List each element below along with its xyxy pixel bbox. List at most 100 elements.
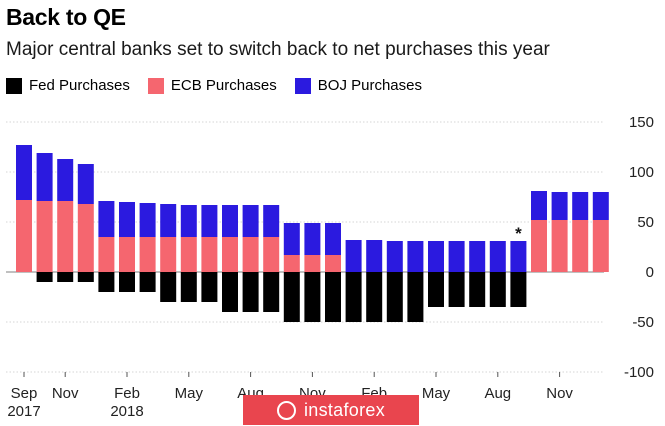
y-tick-label: 50 xyxy=(637,214,654,231)
bar-fed-purchases xyxy=(366,272,383,322)
bar-boj-purchases xyxy=(98,201,115,237)
bar-fed-purchases xyxy=(139,272,156,292)
x-tick-label: May xyxy=(175,385,204,402)
bar-ecb-purchases xyxy=(325,255,341,272)
bar-fed-purchases xyxy=(489,272,506,307)
x-tick-label: Aug xyxy=(484,385,511,402)
bar-boj-purchases xyxy=(551,192,568,220)
legend-swatch-boj xyxy=(294,77,311,94)
bar-ecb-purchases xyxy=(36,201,53,272)
bar-boj-purchases xyxy=(263,205,280,237)
x-tick-sublabel: 2018 xyxy=(110,403,143,420)
bar-fed-purchases xyxy=(180,272,197,302)
x-tick-label: Sep xyxy=(11,385,38,402)
legend-item-boj: BOJ Purchases xyxy=(294,77,422,94)
bar-boj-purchases xyxy=(428,241,444,272)
bar-fed-purchases xyxy=(428,272,444,307)
bar-fed-purchases xyxy=(160,272,177,302)
bar-boj-purchases xyxy=(325,223,341,255)
bar-ecb-purchases xyxy=(16,200,32,272)
bar-ecb-purchases xyxy=(201,237,218,272)
watermark-text: instaforex xyxy=(303,399,386,420)
y-tick-label: 150 xyxy=(629,114,654,131)
bar-ecb-purchases xyxy=(551,220,568,272)
bar-ecb-purchases xyxy=(263,237,280,272)
legend-item-ecb: ECB Purchases xyxy=(147,77,277,94)
bar-ecb-purchases xyxy=(531,220,547,272)
y-tick-label: -50 xyxy=(632,314,654,331)
bar-boj-purchases xyxy=(57,159,74,201)
bar-boj-purchases xyxy=(77,164,94,204)
legend-swatch-ecb xyxy=(147,77,164,94)
legend-swatch-fed xyxy=(6,77,22,94)
bar-boj-purchases xyxy=(448,241,465,272)
bar-fed-purchases xyxy=(242,272,259,312)
bar-fed-purchases xyxy=(263,272,280,312)
bar-boj-purchases xyxy=(304,223,321,255)
bar-ecb-purchases xyxy=(57,201,74,272)
chart-legend: Fed Purchases ECB Purchases BOJ Purchase… xyxy=(6,77,440,94)
bar-boj-purchases xyxy=(16,145,32,200)
bar-boj-purchases xyxy=(572,192,589,220)
bar-fed-purchases xyxy=(36,272,53,282)
bar-fed-purchases xyxy=(407,272,424,322)
bar-boj-purchases xyxy=(222,205,238,237)
bar-boj-purchases xyxy=(160,204,177,237)
bar-fed-purchases xyxy=(469,272,486,307)
bar-fed-purchases xyxy=(57,272,74,282)
x-tick-label: Nov xyxy=(546,385,573,402)
y-tick-label: 0 xyxy=(646,264,654,281)
bar-boj-purchases xyxy=(242,205,259,237)
x-tick-label: Feb xyxy=(114,385,140,402)
bar-boj-purchases xyxy=(407,241,424,272)
bar-boj-purchases xyxy=(119,202,135,237)
bar-boj-purchases xyxy=(180,205,197,237)
y-tick-label: -100 xyxy=(624,364,654,381)
bar-fed-purchases xyxy=(386,272,403,322)
legend-item-fed: Fed Purchases xyxy=(6,77,130,94)
bar-fed-purchases xyxy=(304,272,321,322)
bar-fed-purchases xyxy=(448,272,465,307)
bar-fed-purchases xyxy=(119,272,135,292)
bar-boj-purchases xyxy=(283,223,300,255)
bar-ecb-purchases xyxy=(180,237,197,272)
bar-fed-purchases xyxy=(325,272,341,322)
bar-ecb-purchases xyxy=(77,204,94,272)
chart-subtitle: Major central banks set to switch back t… xyxy=(6,39,550,60)
bar-fed-purchases xyxy=(201,272,218,302)
bar-boj-purchases xyxy=(345,240,362,272)
x-tick-label: May xyxy=(422,385,451,402)
x-tick-label: Nov xyxy=(52,385,79,402)
bar-boj-purchases xyxy=(489,241,506,272)
chart-title: Back to QE xyxy=(6,4,126,30)
bar-ecb-purchases xyxy=(222,237,238,272)
bar-fed-purchases xyxy=(283,272,300,322)
bar-boj-purchases xyxy=(201,205,218,237)
bar-boj-purchases xyxy=(139,203,156,237)
legend-label-boj: BOJ Purchases xyxy=(317,77,422,94)
legend-label-ecb: ECB Purchases xyxy=(170,77,277,94)
bar-boj-purchases xyxy=(592,192,609,220)
bar-fed-purchases xyxy=(345,272,362,322)
legend-label-fed: Fed Purchases xyxy=(29,77,130,94)
bar-boj-purchases xyxy=(366,240,383,272)
bar-boj-purchases xyxy=(36,153,53,201)
y-tick-label: 100 xyxy=(629,164,654,181)
x-tick-sublabel: 2017 xyxy=(7,403,40,420)
bar-fed-purchases xyxy=(98,272,115,292)
bar-fed-purchases xyxy=(510,272,527,307)
bar-ecb-purchases xyxy=(98,237,115,272)
bar-ecb-purchases xyxy=(592,220,609,272)
bar-fed-purchases xyxy=(222,272,238,312)
bar-ecb-purchases xyxy=(304,255,321,272)
bar-ecb-purchases xyxy=(572,220,589,272)
watermark-logo-icon xyxy=(276,400,296,420)
bar-ecb-purchases xyxy=(119,237,135,272)
bar-boj-purchases xyxy=(510,241,527,272)
bar-boj-purchases xyxy=(386,241,403,272)
bar-ecb-purchases xyxy=(139,237,156,272)
bar-ecb-purchases xyxy=(160,237,177,272)
bar-boj-purchases xyxy=(469,241,486,272)
annotation-asterisk: * xyxy=(515,224,522,243)
